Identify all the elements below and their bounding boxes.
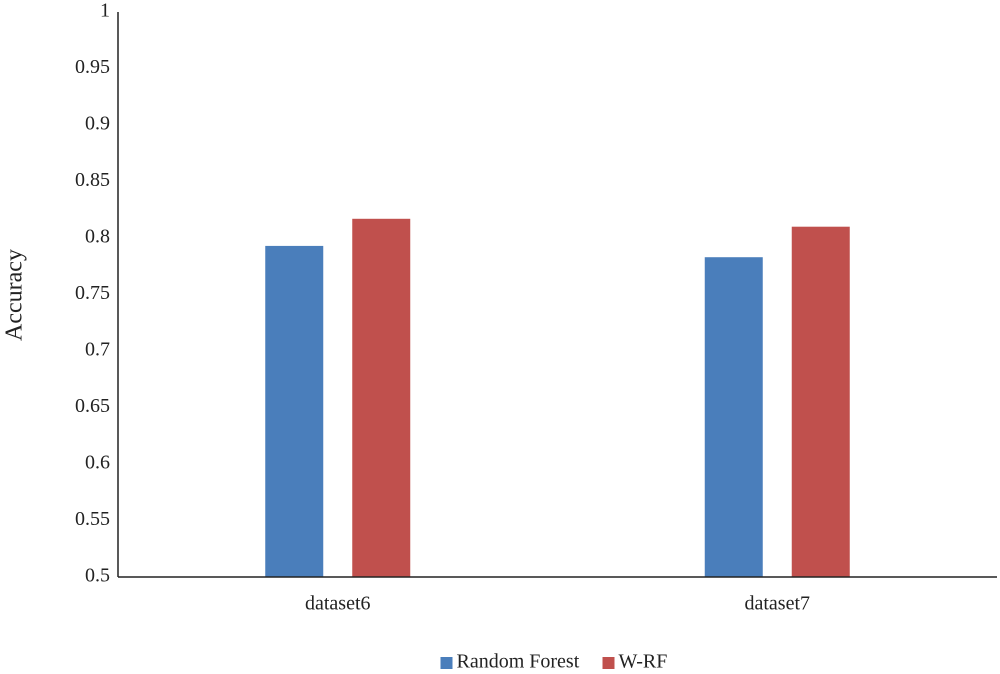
y-tick-label: 1: [100, 0, 110, 22]
bar: [791, 226, 850, 577]
y-tick-label: 0.55: [75, 508, 110, 530]
bar: [352, 218, 411, 578]
legend-swatch: [440, 657, 453, 669]
bar: [704, 257, 763, 577]
legend-label: W-RF: [619, 651, 668, 673]
y-tick-label: 0.65: [75, 395, 110, 417]
y-tick-label: 0.5: [85, 565, 110, 587]
bar: [265, 245, 324, 577]
y-tick-label: 0.75: [75, 282, 110, 304]
legend-label: Random Forest: [457, 651, 580, 673]
y-tick-label: 0.8: [85, 226, 110, 248]
x-tick-label: dataset6: [305, 593, 371, 615]
y-tick-label: 0.6: [85, 452, 110, 474]
y-tick-label: 0.9: [85, 113, 110, 135]
y-tick-label: 0.95: [75, 56, 110, 78]
y-tick-label: 0.7: [85, 339, 110, 361]
x-tick-label: dataset7: [744, 593, 810, 615]
legend-swatch: [602, 657, 615, 669]
y-tick-label: 0.85: [75, 169, 110, 191]
y-axis-label: Accuracy: [2, 249, 28, 341]
